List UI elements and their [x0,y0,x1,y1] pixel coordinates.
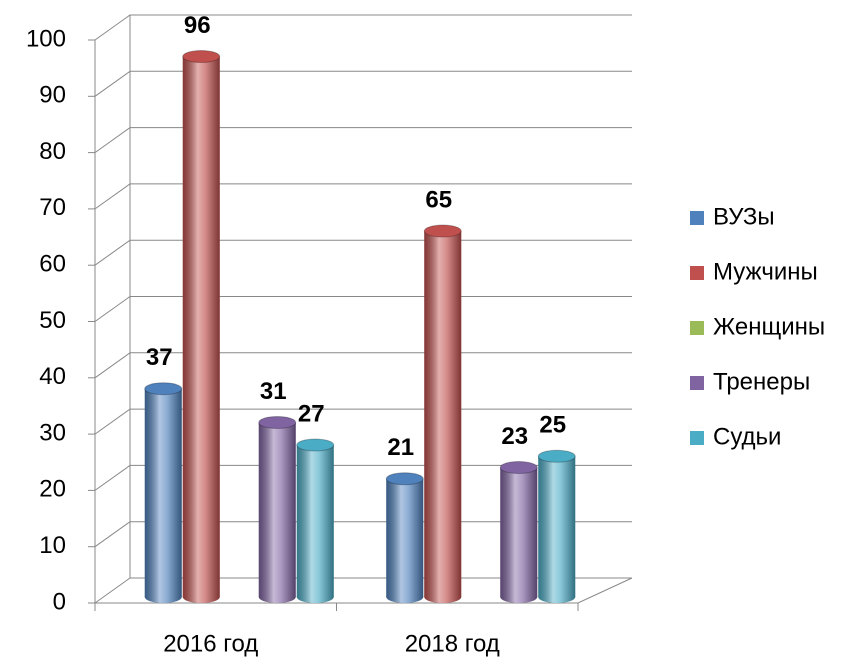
bar-top [537,449,576,463]
bar-top [423,224,462,238]
y-tick-label: 10 [39,532,66,559]
grid-line [94,521,632,548]
grid-line [94,408,632,435]
grid-line [94,14,632,41]
legend-swatch [690,431,704,445]
bar-shade [144,388,182,597]
y-tick-label: 20 [39,476,66,503]
bar-top [182,50,221,64]
legend-swatch [690,266,704,280]
bar-shade [258,422,296,597]
y-tick-label: 0 [53,588,66,615]
y-tick-label: 80 [39,138,66,165]
legend-label: Судьи [713,423,781,450]
data-label: 31 [260,378,287,405]
x-tick-label: 2016 год [163,630,258,657]
bar-shade [538,456,576,597]
legend-swatch [690,376,704,390]
y-tick-label: 70 [39,194,66,221]
y-tick-label: 50 [39,307,66,334]
x-tick-label: 2018 год [405,630,500,657]
bar-top [296,438,335,452]
y-tick-label: 100 [26,25,66,52]
bar-shade [424,231,462,598]
bar-shade [386,478,424,597]
grid-line [94,296,632,322]
bar-shade [296,444,334,597]
grid-line [94,577,632,604]
grid-line [94,183,632,210]
legend-swatch [690,321,704,335]
bar-shade [500,467,538,597]
legend-label: Мужчины [713,258,818,285]
y-tick-label: 30 [39,419,66,446]
bar-top [385,472,424,486]
grid-line [94,70,632,97]
data-label: 23 [501,423,528,450]
legend-label: ВУЗы [713,203,775,230]
legend-swatch [690,211,704,225]
grid-line [94,464,632,491]
data-label: 96 [184,12,211,39]
bar-top [499,461,538,475]
data-label: 65 [425,186,452,213]
data-label: 37 [146,344,173,371]
bar-top [144,382,183,396]
legend-label: Тренеры [713,368,810,395]
bar-shade [182,56,220,597]
grid-line [94,239,632,266]
bar-top [258,415,297,429]
grid-line [94,352,632,379]
data-label: 27 [298,400,325,427]
y-tick-label: 90 [39,82,66,109]
data-label: 21 [387,434,414,461]
y-tick-label: 40 [39,363,66,390]
y-tick-label: 60 [39,251,66,278]
grid-line [94,127,632,154]
data-label: 25 [539,412,566,439]
legend-label: Женщины [713,313,825,340]
